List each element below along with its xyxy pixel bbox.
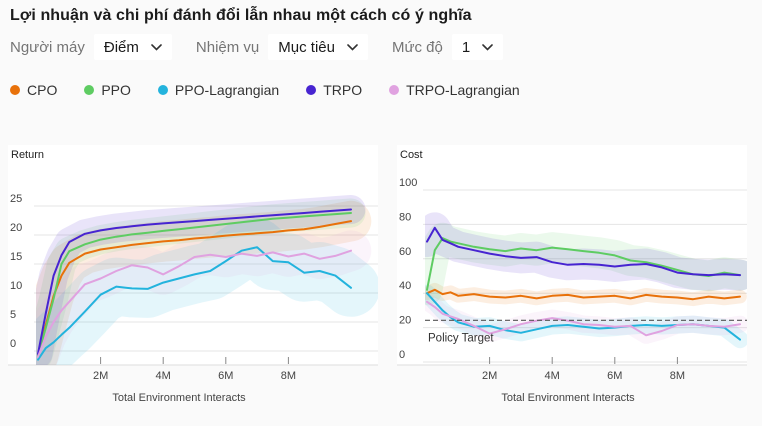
charts-row: Return 0 5 10 15 20 25 2M 4M 6M 8M Total Environmen… [8, 143, 762, 408]
x-tick-label: 2M [93, 370, 108, 382]
robot-label: Người máy [10, 38, 85, 56]
series-line-TRPO-Lagrangian [37, 249, 352, 358]
y-tick-label: 20 [399, 315, 411, 327]
level-select[interactable]: 1 [451, 34, 504, 60]
chart-title: Cost [400, 149, 423, 161]
return-chart: Return 0 5 10 15 20 25 2M 4M 6M 8M Total Environmen… [8, 145, 378, 404]
robot-control: Người máy Điểm [10, 34, 172, 60]
y-tick-label: 100 [399, 177, 417, 189]
legend-item-trpo[interactable]: TRPO [306, 82, 362, 98]
x-tick-label: 8M [670, 370, 685, 382]
legend-item-ppo-lagrangian[interactable]: PPO-Lagrangian [157, 82, 280, 98]
legend-label: CPO [27, 82, 58, 98]
chevron-down-icon [347, 43, 358, 51]
level-control: Mức độ 1 [391, 34, 504, 60]
x-tick-label: 6M [607, 370, 622, 382]
y-tick-label: 15 [10, 251, 22, 263]
chevron-down-icon [482, 43, 494, 51]
policy-target-label: Policy Target [428, 332, 494, 344]
y-tick-label: 0 [10, 338, 16, 350]
x-axis-title: Total Environment Interacts [501, 392, 635, 404]
legend-label: PPO-Lagrangian [174, 82, 280, 98]
robot-select[interactable]: Điểm [93, 34, 172, 60]
series-line-TRPO [37, 208, 352, 355]
y-tick-label: 20 [10, 222, 22, 234]
chart-title: Return [11, 149, 44, 161]
legend-label: PPO [101, 82, 131, 98]
chevron-down-icon [151, 43, 162, 51]
series-line-TRPO-Lagrangian [426, 300, 741, 337]
x-tick-label: 6M [218, 370, 233, 382]
x-tick-label: 4M [545, 370, 560, 382]
robot-select-value: Điểm [103, 38, 139, 56]
y-tick-label: 25 [10, 193, 22, 205]
legend-dot-ppo-lagrangian [157, 85, 168, 95]
legend-label: TRPO-Lagrangian [406, 82, 520, 98]
legend-item-ppo[interactable]: PPO [84, 82, 131, 98]
legend-item-cpo[interactable]: CPO [10, 82, 57, 98]
plot-background [397, 145, 747, 365]
series-line-PPO [426, 237, 741, 291]
task-select-value: Mục tiêu [278, 38, 335, 56]
task-select[interactable]: Mục tiêu [268, 34, 368, 60]
legend-dot-ppo [84, 85, 95, 95]
level-select-value: 1 [461, 38, 471, 56]
legend-dot-trpo-lagrangian [389, 85, 400, 95]
filter-controls: Người máy Điểm Nhiệm vụ Mục tiêu Mức độ … [10, 34, 504, 60]
task-control: Nhiệm vụ Mục tiêu [196, 34, 368, 60]
page-title: Lợi nhuận và chi phí đánh đổi lẫn nhau m… [10, 7, 472, 24]
y-tick-label: 40 [399, 280, 411, 292]
cost-chart: Cost 0 20 40 60 80 100 2M 4M 6M 8M Total Environmen… [397, 145, 747, 404]
y-tick-label: 5 [10, 309, 16, 321]
x-axis-title: Total Environment Interacts [112, 392, 246, 404]
legend-dot-cpo [10, 85, 20, 95]
task-label: Nhiệm vụ [195, 38, 260, 56]
y-tick-label: 60 [399, 246, 411, 258]
legend-label: TRPO [323, 82, 363, 98]
series-line-TRPO [426, 226, 741, 277]
series-line-CPO [426, 288, 741, 301]
y-tick-label: 10 [10, 280, 22, 292]
legend-item-trpo-lagrangian[interactable]: TRPO-Lagrangian [389, 82, 520, 98]
x-tick-label: 8M [281, 370, 296, 382]
y-tick-label: 80 [399, 211, 411, 223]
x-tick-label: 4M [156, 370, 171, 382]
series-line-PPO [37, 212, 352, 357]
series-line-PPO-Lagrangian [37, 246, 352, 361]
x-tick-label: 2M [482, 370, 497, 382]
y-tick-label: 0 [399, 349, 405, 361]
series-line-CPO [37, 220, 352, 357]
level-label: Mức độ [391, 38, 443, 56]
legend-dot-trpo [306, 85, 317, 95]
chart-legend: CPO PPO PPO-Lagrangian TRPO TRPO-Lagrang… [10, 82, 520, 98]
